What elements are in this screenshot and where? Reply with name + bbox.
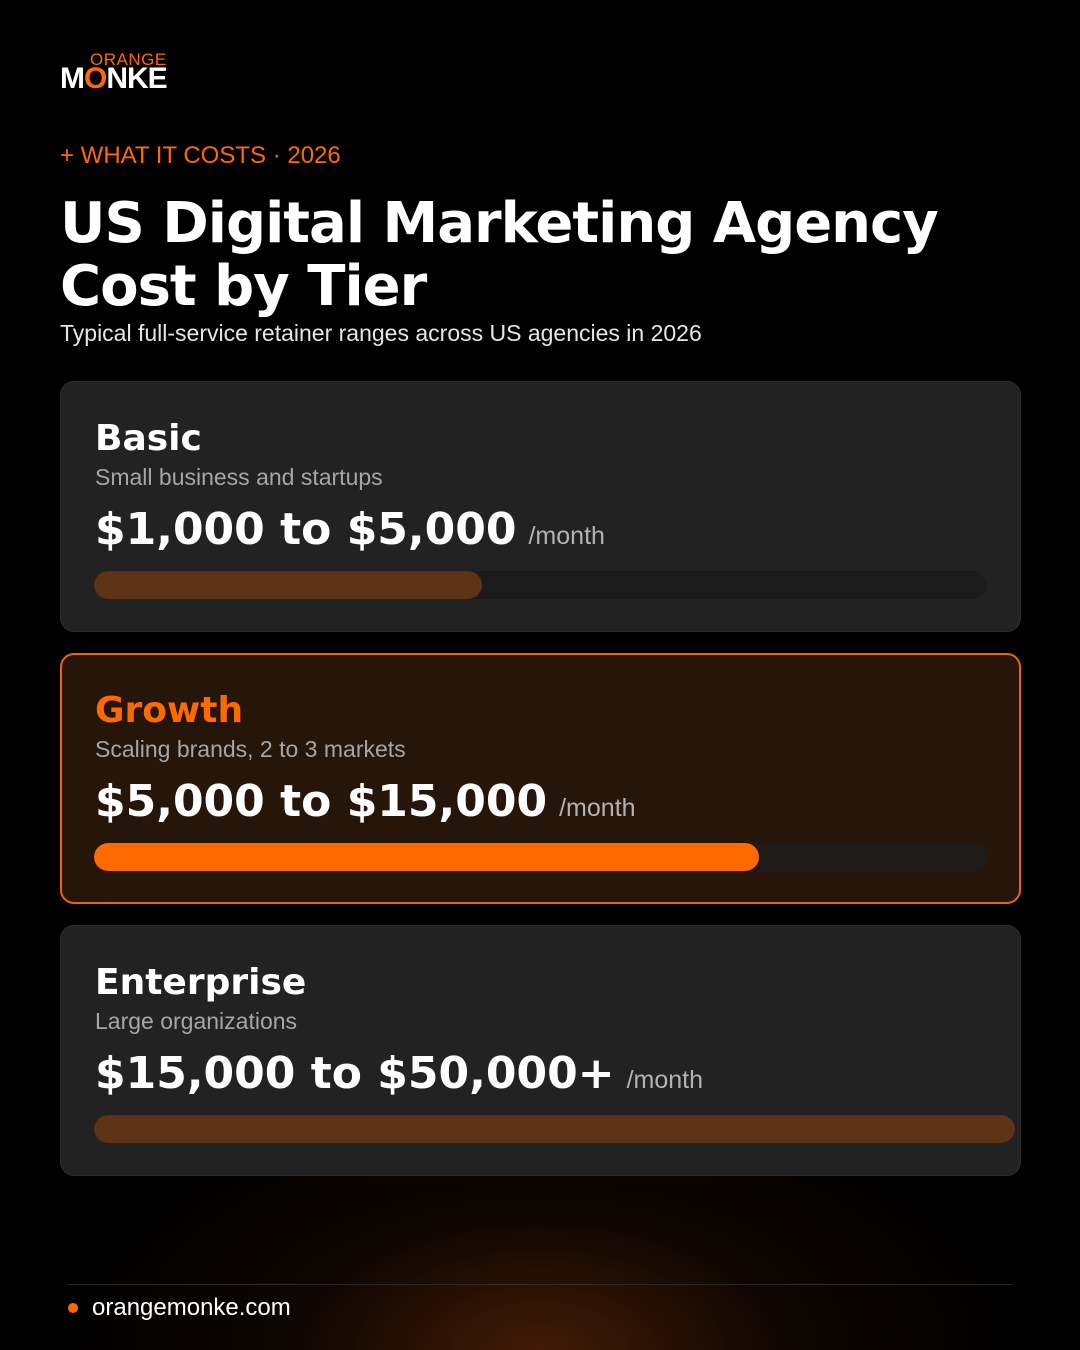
cost-bar-fill — [94, 843, 760, 871]
cost-bar-fill — [94, 1115, 1015, 1143]
cost-bar-track — [94, 843, 987, 871]
price-row: $5,000 to $15,000 /month — [95, 776, 636, 827]
price-unit: /month — [559, 794, 636, 822]
logo-monkey-o: O — [84, 62, 107, 95]
tier-price: $5,000 to $15,000 — [95, 776, 548, 827]
tier-price: $1,000 to $5,000 — [95, 504, 517, 555]
bullet-dot-icon — [68, 1303, 78, 1313]
website-link[interactable]: orangemonke.com — [92, 1294, 291, 1321]
logo-main-b: NKE — [106, 62, 167, 95]
footer: orangemonke.com — [68, 1294, 291, 1322]
cost-bar-fill — [94, 571, 483, 599]
tier-name: Basic — [95, 418, 202, 459]
logo-top-text: ORANGE — [90, 50, 167, 69]
tier-card-growth: Growth Scaling brands, 2 to 3 markets $5… — [60, 653, 1021, 904]
tier-description: Scaling brands, 2 to 3 markets — [95, 736, 406, 762]
tier-description: Small business and startups — [95, 464, 383, 490]
page-subtitle: Typical full-service retainer ranges acr… — [60, 320, 702, 346]
price-row: $15,000 to $50,000+ /month — [95, 1048, 703, 1099]
price-row: $1,000 to $5,000 /month — [95, 504, 605, 555]
tier-name: Enterprise — [95, 962, 307, 1003]
tier-price: $15,000 to $50,000+ — [95, 1048, 615, 1099]
tier-description: Large organizations — [95, 1008, 298, 1034]
price-unit: /month — [528, 522, 605, 550]
footer-divider — [68, 1284, 1012, 1285]
page-title: US Digital Marketing Agency Cost by Tier — [60, 191, 939, 319]
tier-name: Growth — [95, 690, 244, 731]
cost-bar-track — [94, 571, 987, 599]
logo-main-text: MONKE — [60, 62, 168, 96]
tier-card-basic: Basic Small business and startups $1,000… — [60, 381, 1021, 632]
eyebrow-label: + WHAT IT COSTS · 2026 — [60, 142, 341, 169]
price-unit: /month — [626, 1066, 704, 1094]
tier-card-enterprise: Enterprise Large organizations $15,000 t… — [60, 925, 1021, 1176]
brand-logo: ORANGE MONKE — [60, 50, 190, 100]
cost-bar-track — [94, 1115, 1015, 1143]
logo-main-a: M — [60, 62, 85, 95]
